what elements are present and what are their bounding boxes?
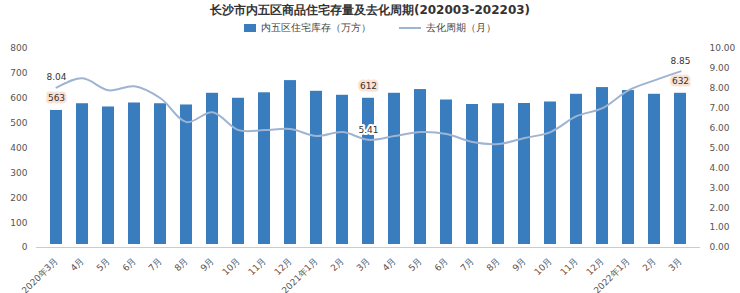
svg-text:7月: 7月 [146,256,163,273]
svg-text:2月: 2月 [328,256,345,273]
svg-text:300: 300 [10,168,27,178]
svg-text:200: 200 [10,193,27,203]
svg-text:12月: 12月 [584,256,606,278]
svg-text:500: 500 [10,118,27,128]
svg-text:2月: 2月 [640,256,657,273]
svg-text:9月: 9月 [510,256,527,273]
svg-text:5.00: 5.00 [710,143,730,153]
svg-text:400: 400 [10,143,27,153]
svg-text:563: 563 [48,93,65,103]
svg-text:1.00: 1.00 [710,222,730,232]
svg-text:5月: 5月 [94,256,111,273]
svg-text:6月: 6月 [432,256,449,273]
svg-text:12月: 12月 [272,256,294,278]
svg-text:800: 800 [10,43,27,53]
svg-text:11月: 11月 [246,256,268,278]
svg-text:3月: 3月 [666,256,683,273]
svg-text:9.00: 9.00 [710,63,730,73]
svg-text:4月: 4月 [68,256,85,273]
svg-text:3月: 3月 [354,256,371,273]
svg-text:10.00: 10.00 [710,43,736,53]
svg-text:2020年3月: 2020年3月 [20,256,60,293]
svg-text:11月: 11月 [558,256,580,278]
svg-text:5.41: 5.41 [358,125,378,135]
svg-text:2.00: 2.00 [710,203,730,213]
svg-text:2021年1月: 2021年1月 [280,256,320,293]
svg-text:6月: 6月 [120,256,137,273]
svg-text:4月: 4月 [380,256,397,273]
html-text:内五区住宅库存（万方）: 内五区住宅库存（万方） [261,22,371,33]
svg-text:3.00: 3.00 [710,183,730,193]
svg-text:632: 632 [672,76,689,86]
svg-text:100: 100 [10,218,27,228]
svg-text:8月: 8月 [484,256,501,273]
svg-text:10月: 10月 [220,256,242,278]
svg-text:7.00: 7.00 [710,103,730,113]
html-text:长沙市内五区商品住宅存量及去化周期(202003-20220: 长沙市内五区商品住宅存量及去化周期(202003-202203) [209,3,531,17]
svg-text:0.00: 0.00 [710,242,730,252]
svg-text:7月: 7月 [458,256,475,273]
svg-text:8.04: 8.04 [46,72,66,82]
svg-text:9月: 9月 [198,256,215,273]
svg-text:4.00: 4.00 [710,163,730,173]
svg-text:8.85: 8.85 [670,56,690,66]
svg-text:700: 700 [10,68,27,78]
svg-text:5月: 5月 [406,256,423,273]
svg-text:2022年1月: 2022年1月 [592,256,632,293]
svg-text:8.00: 8.00 [710,83,730,93]
svg-text:612: 612 [360,81,377,91]
svg-text:6.00: 6.00 [710,123,730,133]
svg-text:10月: 10月 [532,256,554,278]
html-text:去化周期（月）: 去化周期（月） [426,22,496,33]
svg-text:600: 600 [10,93,27,103]
svg-text:8月: 8月 [172,256,189,273]
svg-text:0: 0 [22,242,28,252]
